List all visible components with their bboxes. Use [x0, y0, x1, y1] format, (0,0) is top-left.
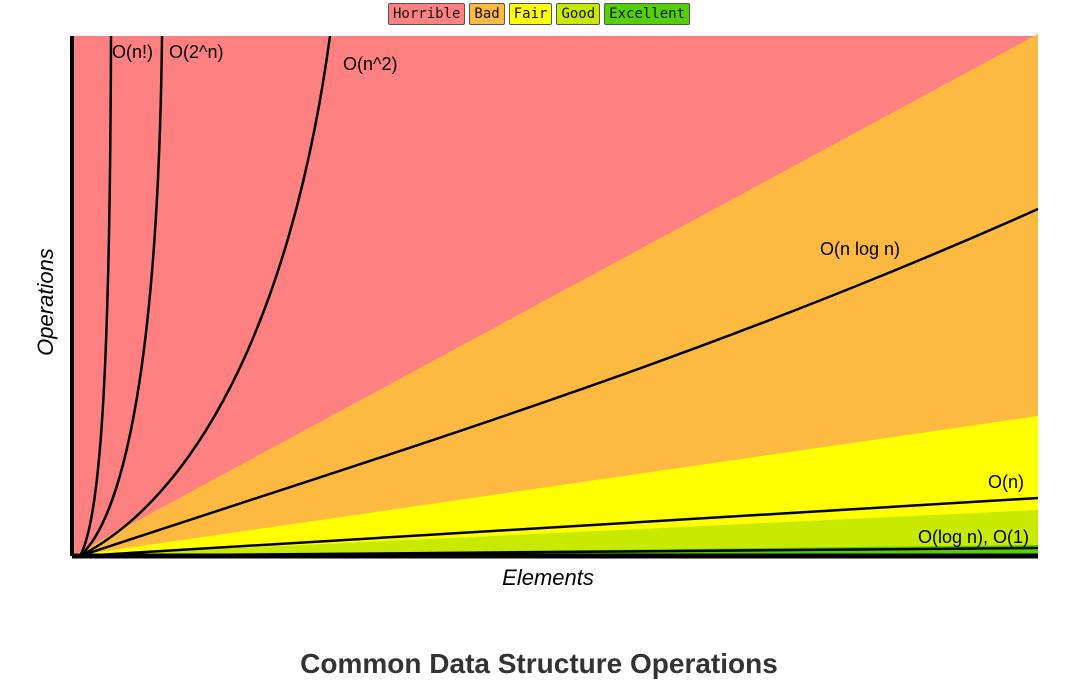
- curve-linear: [79, 496, 1039, 558]
- x-axis-title: Elements: [502, 565, 594, 590]
- legend-item-good[interactable]: Good: [556, 3, 601, 25]
- legend-item-excellent[interactable]: Excellent: [604, 3, 691, 25]
- complexity-legend: Horrible Bad Fair Good Excellent: [0, 3, 1078, 25]
- curve-layer: [78, 35, 1039, 558]
- curve-label-exponential: O(2^n): [169, 42, 223, 62]
- curve-label-factorial: O(n!): [112, 42, 153, 62]
- curve-label-quadratic: O(n^2): [343, 54, 397, 74]
- curve-label-linearithmic: O(n log n): [820, 239, 900, 259]
- curve-exponential: [79, 35, 164, 557]
- curve-label-layer: O(n!) O(2^n) O(n^2) O(n log n) O(n) O(log n),…: [112, 42, 1029, 547]
- big-o-chart: O(n!) O(2^n) O(n^2) O(n log n) O(n) O(log n),…: [33, 34, 1039, 590]
- region-bad: [72, 34, 1038, 556]
- legend-item-horrible[interactable]: Horrible: [387, 3, 466, 25]
- curve-label-logarithmic-constant: O(log n), O(1): [918, 527, 1029, 547]
- region-fair: [72, 416, 1038, 556]
- curve-linearithmic: [79, 207, 1039, 558]
- section-title: Common Data Structure Operations: [300, 648, 778, 679]
- region-layer: [72, 34, 1038, 556]
- y-axis-title: Operations: [33, 248, 58, 356]
- axes: [70, 36, 1038, 559]
- legend-item-fair[interactable]: Fair: [508, 3, 553, 25]
- curve-label-linear: O(n): [988, 472, 1024, 492]
- legend-item-bad[interactable]: Bad: [469, 3, 505, 25]
- region-good: [72, 510, 1038, 556]
- curve-quadratic: [79, 35, 332, 558]
- curve-factorial: [78, 35, 113, 557]
